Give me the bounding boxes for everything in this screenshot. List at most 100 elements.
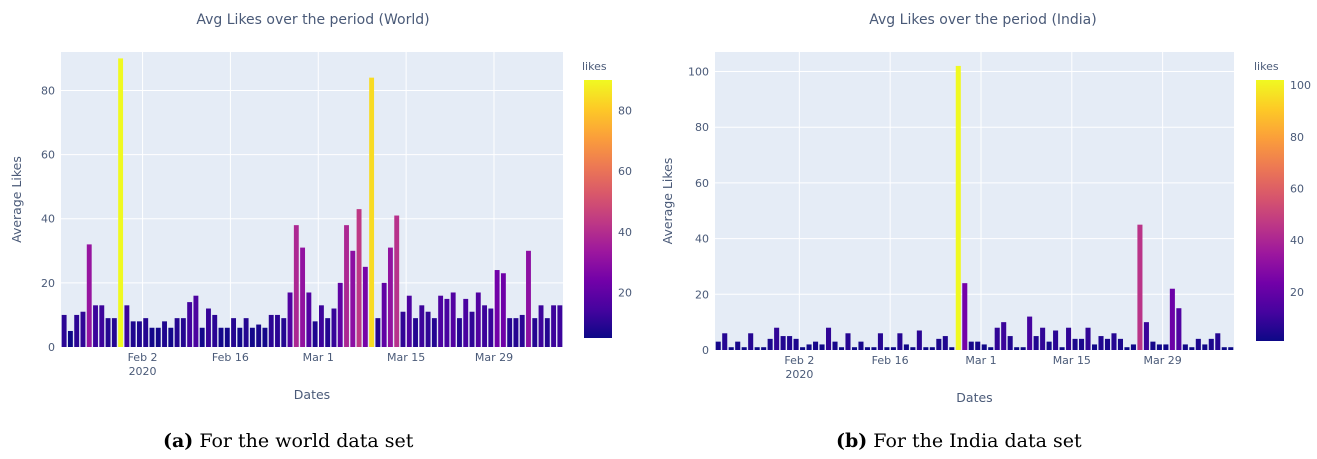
chart1-bar [787,336,793,350]
chart0-title: Avg Likes over the period (World) [196,12,429,28]
chart1-x-axis-label: Dates [956,390,992,405]
chart1-x-tick-label: Mar 15 [1053,354,1091,367]
chart1-bar [929,347,935,350]
chart0-bar [136,321,142,347]
chart0-x-tick-year: 2020 [129,365,157,378]
chart0-colorbar-title: likes [582,60,607,73]
chart1-bar [1169,288,1175,350]
chart0-bar [218,327,224,347]
chart0-bar [281,318,287,347]
chart1-bar [1228,347,1234,350]
chart0-bar [118,58,124,347]
chart1-bar [897,333,903,350]
chart0-bar [237,327,243,347]
chart1-bar [1111,333,1117,350]
chart1-x-tick-label: Mar 1 [965,354,996,367]
chart1-bar [748,333,754,350]
chart0-bar [300,247,306,347]
chart1-bar [890,347,896,350]
chart1-title: Avg Likes over the period (India) [869,12,1096,28]
chart1-bar [728,347,734,350]
chart1-bar [767,338,773,350]
chart1-bar [1072,338,1078,350]
chart0-bar [180,318,186,347]
chart1-bar [1079,338,1085,350]
chart1-bar [1189,347,1195,350]
chart0-bar [224,327,230,347]
chart0-bar [450,292,456,347]
caption-india-text: For the India data set [867,430,1082,452]
chart0-bar [275,314,280,347]
chart1-bar [1066,327,1072,350]
chart0-x-tick-label: Mar 29 [475,351,513,364]
chart1-bar [1221,347,1227,350]
chart1-bar [1156,344,1162,350]
chart1-bar [994,327,1000,350]
chart1-x-tick-label: Feb 16 [872,354,909,367]
chart0-bar [494,270,500,347]
caption-world-text: For the world data set [193,430,414,452]
chart1-colorbar [1256,80,1284,341]
chart1-bar [813,341,819,350]
chart1-bar [884,347,890,350]
chart1-bar [806,344,812,350]
chart-panel-world: 0 20 40 60 80 Feb 2 2020 Feb 16 Mar 1 Mar 15 Mar 2… [9,12,632,452]
chart1-bar [1046,341,1052,350]
chart1-bar [826,327,832,350]
chart0-x-tick-label: Mar 1 [303,351,334,364]
chart0-bar [400,311,406,347]
chart0-y-tick-label: 20 [41,277,55,290]
caption-india-letter: (b) [836,430,868,452]
chart0-bar [469,311,475,347]
chart0-bar [86,244,92,347]
chart0-bar [507,318,513,347]
chart0-bar [105,318,111,347]
chart0-bar [532,318,538,347]
chart1-bar [851,347,858,350]
chart0-x-tick-label: Mar 15 [387,351,425,364]
chart0-bar [168,327,174,347]
chart0-bar [356,209,362,347]
chart1-bar [832,341,838,350]
chart0-bar [312,321,318,347]
chart0-bar [287,292,293,347]
chart1-x-tick-label: Mar 29 [1144,354,1182,367]
chart1-y-tick-label: 100 [688,65,709,78]
chart1-bar [819,344,825,350]
chart1-bar [754,347,760,350]
chart1-bar [780,336,786,350]
chart0-bar [425,311,431,347]
chart0-bar [362,266,368,347]
chart1-bar [722,333,728,350]
chart0-bar [519,314,525,347]
chart0-bar [526,250,531,347]
chart0-colorbar-tick-label: 20 [618,286,632,299]
chart0-bar [206,308,211,347]
chart0-bar [394,215,400,347]
chart1-bar [1195,338,1201,350]
chart1-bar [774,327,780,350]
chart0-bar [438,295,444,347]
chart1-plot-area [715,52,1234,350]
chart0-bar [325,318,331,347]
chart0-bar [475,292,481,347]
chart1-bar [871,347,877,350]
chart1-bar [1007,336,1013,350]
caption-world-letter: (a) [163,430,194,452]
chart1-y-tick-label: 40 [695,233,709,246]
chart1-y-tick-label: 60 [695,177,709,190]
chart0-bar [111,318,117,347]
chart0-colorbar-tick-label: 60 [618,165,632,178]
chart1-bar [1215,333,1221,350]
chart0-bar [231,318,237,347]
chart0-bar [406,295,412,347]
chart1-colorbar-tick-label: 20 [1290,286,1304,299]
chart1-bar [877,333,883,350]
chart0-bar [268,314,274,347]
chart0-x-tick-label: Feb 2 [128,351,158,364]
chart0-bar [375,318,381,347]
chart0-bar [155,327,161,347]
chart0-bar [419,305,425,347]
chart0-colorbar-tick-label: 80 [618,104,632,117]
